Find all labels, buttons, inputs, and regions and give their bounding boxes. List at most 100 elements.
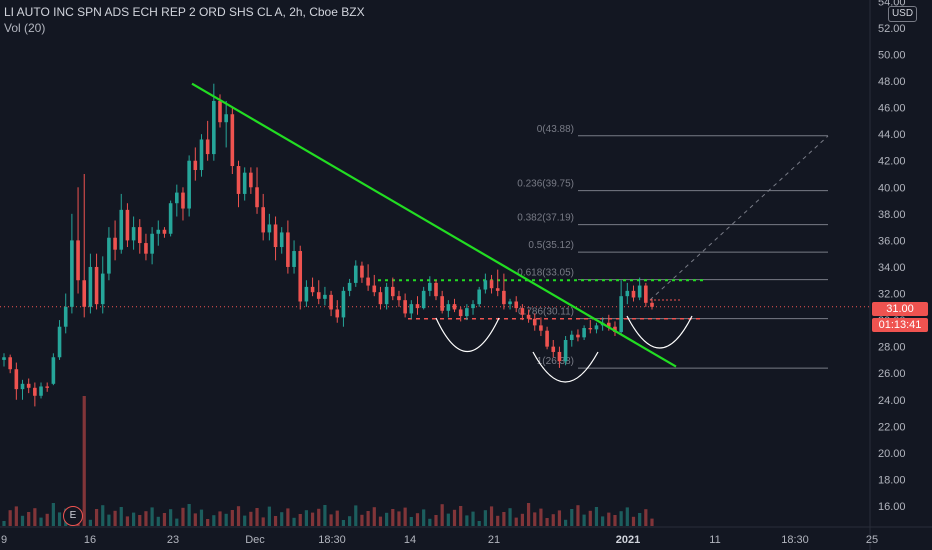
candle-body	[14, 369, 19, 390]
y-tick-label: 22.00	[878, 421, 906, 433]
candle-body	[415, 304, 420, 309]
volume-bar	[169, 509, 173, 526]
candle-body	[26, 383, 31, 388]
volume-bar	[255, 508, 259, 526]
candle-body	[576, 334, 580, 338]
chart-legend: LI AUTO INC SPN ADS ECH REP 2 ORD SHS CL…	[4, 4, 365, 36]
candle-body	[378, 292, 383, 305]
volume-bar	[88, 519, 92, 526]
volume-bar	[452, 509, 457, 526]
volume-bar	[551, 514, 555, 526]
volume-bar	[465, 515, 469, 526]
candle-body	[33, 387, 37, 396]
candle-body	[94, 266, 99, 305]
x-tick-label: 11	[709, 534, 720, 546]
projection-line	[649, 135, 829, 301]
candle-body	[446, 304, 451, 311]
volume-bar	[292, 517, 296, 526]
volume-bar	[409, 517, 413, 526]
x-tick-label: 9	[1, 534, 7, 546]
candle-body	[471, 304, 475, 309]
volume-bar	[502, 512, 506, 526]
candle-body	[150, 233, 154, 254]
volume-bar	[385, 512, 389, 526]
candle-body	[8, 357, 12, 370]
candle-body	[261, 207, 265, 233]
volume-bar	[94, 509, 99, 526]
symbol-title[interactable]: LI AUTO INC SPN ADS ECH REP 2 ORD SHS CL…	[4, 5, 365, 19]
candle-body	[619, 296, 623, 333]
y-tick-label: 40.00	[878, 182, 906, 194]
volume-bar	[14, 506, 18, 526]
volume-bar	[20, 515, 25, 526]
volume-bar	[175, 518, 179, 526]
volume-bar	[206, 519, 210, 526]
earnings-marker-icon[interactable]: E	[63, 506, 83, 526]
candle-body	[594, 325, 599, 330]
candle-body	[279, 232, 284, 248]
x-tick-label: 16	[84, 534, 96, 546]
volume-bar	[286, 508, 290, 526]
candle-body	[434, 282, 438, 297]
volume-bar	[230, 510, 234, 526]
candle-body	[514, 301, 519, 309]
candle-body	[51, 357, 56, 384]
volume-bar	[496, 515, 500, 526]
last-price-tag: 31.00	[872, 302, 928, 316]
volume-bar	[132, 512, 136, 526]
volume-bar	[422, 509, 426, 526]
volume-bar	[150, 507, 154, 526]
volume-bar	[181, 507, 185, 526]
candle-body	[341, 290, 346, 318]
volume-bar	[564, 519, 568, 526]
currency-button[interactable]: USD	[888, 6, 917, 22]
volume-bar	[440, 504, 444, 526]
candle-body	[175, 192, 179, 204]
candle-body	[255, 187, 259, 208]
candle-body	[409, 304, 414, 314]
volume-bar	[613, 515, 617, 526]
candle-body	[88, 266, 93, 307]
descending-trendline	[191, 82, 677, 368]
y-tick-label: 38.00	[878, 209, 906, 221]
volume-bar	[243, 515, 247, 526]
volume-bar	[51, 503, 55, 526]
volume-bar	[366, 511, 370, 526]
volume-bar	[27, 512, 31, 526]
x-tick-label: 18:30	[781, 534, 809, 546]
volume-bar	[261, 517, 265, 526]
y-tick-label: 36.00	[878, 235, 906, 247]
x-tick-label: 14	[404, 534, 416, 546]
volume-bar	[317, 508, 321, 526]
candle-body	[100, 273, 105, 305]
x-tick-label: 25	[866, 534, 878, 546]
volume-bar	[144, 511, 148, 526]
volume-bar	[625, 507, 629, 526]
candle-body	[613, 326, 617, 333]
volume-bar	[193, 513, 197, 526]
volume-bar	[619, 511, 623, 526]
y-tick-label: 20.00	[878, 448, 906, 460]
candle-body	[631, 290, 636, 298]
candle-body	[637, 285, 642, 298]
candle-body	[107, 237, 111, 274]
volume-bar	[156, 516, 160, 526]
volume-bar	[39, 517, 43, 526]
volume-bar	[101, 505, 105, 526]
candle-body	[113, 237, 117, 250]
volume-bar	[607, 512, 611, 526]
volume-bar	[107, 514, 111, 526]
candle-body	[316, 292, 321, 299]
volume-bar	[224, 513, 228, 526]
y-tick-label: 26.00	[878, 368, 906, 380]
volume-bar	[82, 396, 86, 526]
candle-body	[162, 229, 167, 234]
volume-bar	[397, 511, 401, 526]
candle-body	[508, 301, 512, 305]
candle-body	[187, 160, 191, 209]
volume-indicator-label[interactable]: Vol (20)	[4, 21, 46, 35]
candle-body	[502, 290, 506, 305]
volume-bar	[119, 507, 123, 526]
